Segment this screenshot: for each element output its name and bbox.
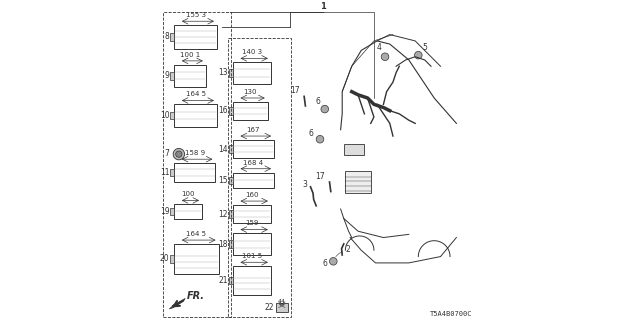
Circle shape [321, 105, 328, 113]
Text: 155 3: 155 3 [186, 12, 205, 18]
Text: 2: 2 [346, 245, 350, 254]
Bar [174, 65, 206, 87]
Text: 12: 12 [218, 210, 228, 219]
Bar [233, 233, 271, 255]
Text: 44: 44 [278, 299, 286, 303]
Text: 1: 1 [320, 2, 326, 11]
Bar [228, 38, 291, 317]
Text: T5A4B0700C: T5A4B0700C [429, 311, 472, 317]
Text: 20: 20 [160, 254, 170, 263]
Bar [233, 140, 274, 158]
Bar [344, 144, 364, 155]
Text: 11: 11 [160, 168, 170, 177]
Bar [170, 72, 174, 80]
Circle shape [176, 151, 182, 157]
Text: 22: 22 [264, 303, 274, 312]
Bar [229, 107, 233, 115]
Text: 16: 16 [218, 107, 228, 116]
Text: 10: 10 [160, 111, 170, 120]
Polygon shape [170, 299, 185, 309]
Text: 6: 6 [316, 97, 320, 106]
Text: 19: 19 [160, 207, 170, 216]
Circle shape [381, 53, 389, 60]
Bar [229, 240, 233, 248]
Text: 4: 4 [377, 43, 382, 52]
Text: 130: 130 [243, 89, 257, 95]
Text: 160: 160 [245, 192, 259, 198]
Bar [233, 205, 271, 223]
Bar [174, 25, 217, 49]
Bar [163, 12, 231, 317]
Text: 101 5: 101 5 [242, 253, 262, 259]
Text: 6: 6 [309, 129, 314, 138]
Text: 21: 21 [218, 276, 228, 285]
Bar [233, 102, 268, 120]
Bar [229, 210, 233, 218]
Text: 18: 18 [218, 240, 228, 249]
Bar [170, 33, 174, 41]
Text: 5: 5 [422, 43, 427, 52]
Bar [174, 163, 215, 182]
Text: 140 3: 140 3 [242, 49, 262, 55]
Text: 17: 17 [290, 86, 300, 95]
Bar [170, 208, 174, 215]
Bar [229, 177, 233, 184]
Bar [229, 276, 233, 284]
Bar [276, 302, 287, 312]
Text: FR.: FR. [187, 291, 205, 301]
Bar [174, 244, 218, 274]
Text: 164 5: 164 5 [186, 91, 205, 97]
Bar [229, 69, 233, 77]
Circle shape [173, 148, 184, 160]
Text: 13: 13 [218, 68, 228, 77]
Bar [174, 104, 217, 126]
Bar [170, 112, 174, 119]
Circle shape [415, 52, 422, 59]
Text: 168 4: 168 4 [243, 160, 264, 165]
Text: 164 5: 164 5 [186, 231, 206, 237]
Bar [233, 266, 271, 295]
Bar [346, 171, 371, 193]
Bar [233, 172, 274, 188]
Bar [233, 62, 271, 84]
Text: 100: 100 [181, 191, 195, 197]
Text: 9: 9 [164, 71, 170, 80]
Text: 8: 8 [164, 32, 170, 41]
Text: 159: 159 [245, 220, 259, 227]
Circle shape [330, 258, 337, 265]
Bar [170, 169, 174, 176]
Text: 15: 15 [218, 176, 228, 185]
Text: 7: 7 [164, 149, 170, 158]
Bar [174, 204, 202, 219]
Text: 100 1: 100 1 [180, 52, 200, 58]
Bar [170, 255, 174, 263]
Text: 167: 167 [246, 127, 260, 133]
Text: 3: 3 [303, 180, 307, 189]
Text: 14: 14 [218, 145, 228, 154]
Text: 158 9: 158 9 [185, 150, 205, 156]
Text: 17: 17 [315, 172, 324, 181]
Circle shape [316, 135, 324, 143]
Text: 6: 6 [322, 259, 327, 268]
Bar [229, 145, 233, 153]
